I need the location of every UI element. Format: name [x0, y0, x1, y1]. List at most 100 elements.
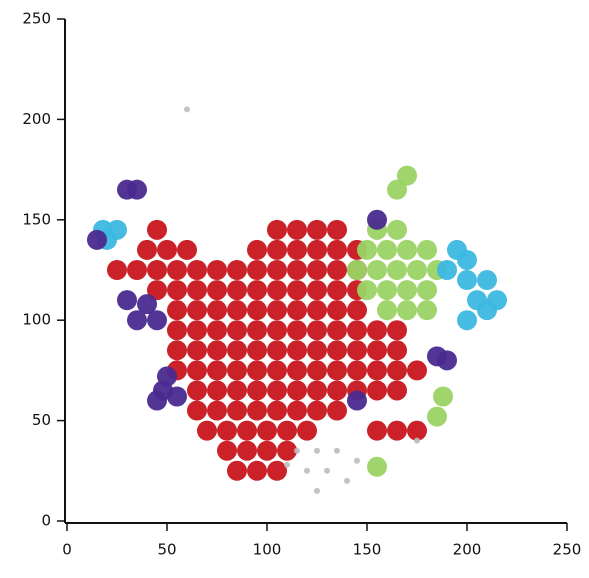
point — [417, 280, 437, 301]
point — [314, 487, 320, 494]
point — [267, 400, 287, 421]
point — [307, 380, 327, 401]
point — [197, 420, 217, 441]
point — [147, 219, 167, 240]
x-tick-label: 150 — [353, 541, 382, 559]
point — [307, 340, 327, 361]
point — [287, 400, 307, 421]
point — [307, 219, 327, 240]
y-tick-label: 250 — [22, 10, 51, 28]
point — [377, 239, 397, 260]
point — [227, 280, 247, 301]
point — [397, 300, 417, 321]
point — [367, 340, 387, 361]
point — [387, 340, 407, 361]
point — [457, 249, 477, 270]
point — [247, 320, 267, 341]
point — [417, 300, 437, 321]
point — [167, 320, 187, 341]
point — [407, 360, 427, 381]
point — [127, 179, 147, 200]
point — [257, 440, 277, 461]
point — [287, 340, 307, 361]
point — [137, 294, 157, 315]
point — [227, 360, 247, 381]
y-tick-label: 150 — [22, 210, 51, 228]
point — [307, 400, 327, 421]
point — [347, 390, 367, 411]
point — [147, 310, 167, 331]
point — [387, 260, 407, 280]
point — [207, 280, 227, 301]
point — [267, 360, 287, 381]
point — [304, 467, 310, 474]
point — [177, 239, 197, 260]
point — [314, 447, 320, 454]
point — [437, 350, 457, 371]
point — [207, 340, 227, 361]
point — [207, 380, 227, 401]
x-tick-label: 0 — [62, 541, 72, 559]
point — [327, 340, 347, 361]
point — [227, 460, 247, 481]
point — [327, 360, 347, 381]
point — [267, 340, 287, 361]
point — [167, 260, 187, 280]
point — [347, 300, 367, 321]
point — [267, 300, 287, 321]
point — [267, 380, 287, 401]
point — [287, 239, 307, 260]
point — [187, 300, 207, 321]
point — [327, 400, 347, 421]
point — [247, 460, 267, 481]
point — [267, 460, 287, 481]
point — [247, 360, 267, 381]
point — [207, 300, 227, 321]
point — [237, 440, 257, 461]
point — [157, 239, 177, 260]
point — [397, 165, 417, 186]
point — [397, 280, 417, 301]
point — [287, 380, 307, 401]
point — [327, 300, 347, 321]
point — [267, 280, 287, 301]
point — [367, 360, 387, 381]
point — [137, 239, 157, 260]
point — [407, 420, 427, 441]
point — [327, 280, 347, 301]
point — [117, 290, 137, 311]
point — [433, 386, 453, 407]
point — [417, 239, 437, 260]
point — [207, 260, 227, 280]
point — [327, 260, 347, 280]
x-tick-label: 100 — [253, 541, 282, 559]
point — [437, 260, 457, 280]
point — [247, 260, 267, 280]
point — [324, 467, 330, 474]
point — [407, 260, 427, 280]
point — [327, 239, 347, 260]
point — [167, 280, 187, 301]
point — [387, 320, 407, 341]
point — [327, 380, 347, 401]
point — [377, 280, 397, 301]
point — [267, 320, 287, 341]
point — [217, 440, 237, 461]
point — [487, 290, 507, 311]
point — [257, 420, 277, 441]
point — [187, 360, 207, 381]
point — [87, 229, 107, 250]
point — [184, 106, 190, 113]
point — [427, 406, 447, 427]
point — [307, 260, 327, 280]
point — [344, 477, 350, 484]
point — [247, 340, 267, 361]
point — [157, 366, 177, 387]
point — [357, 239, 377, 260]
point — [307, 280, 327, 301]
point — [387, 179, 407, 200]
point — [267, 260, 287, 280]
point — [187, 280, 207, 301]
point — [387, 219, 407, 240]
point — [307, 360, 327, 381]
